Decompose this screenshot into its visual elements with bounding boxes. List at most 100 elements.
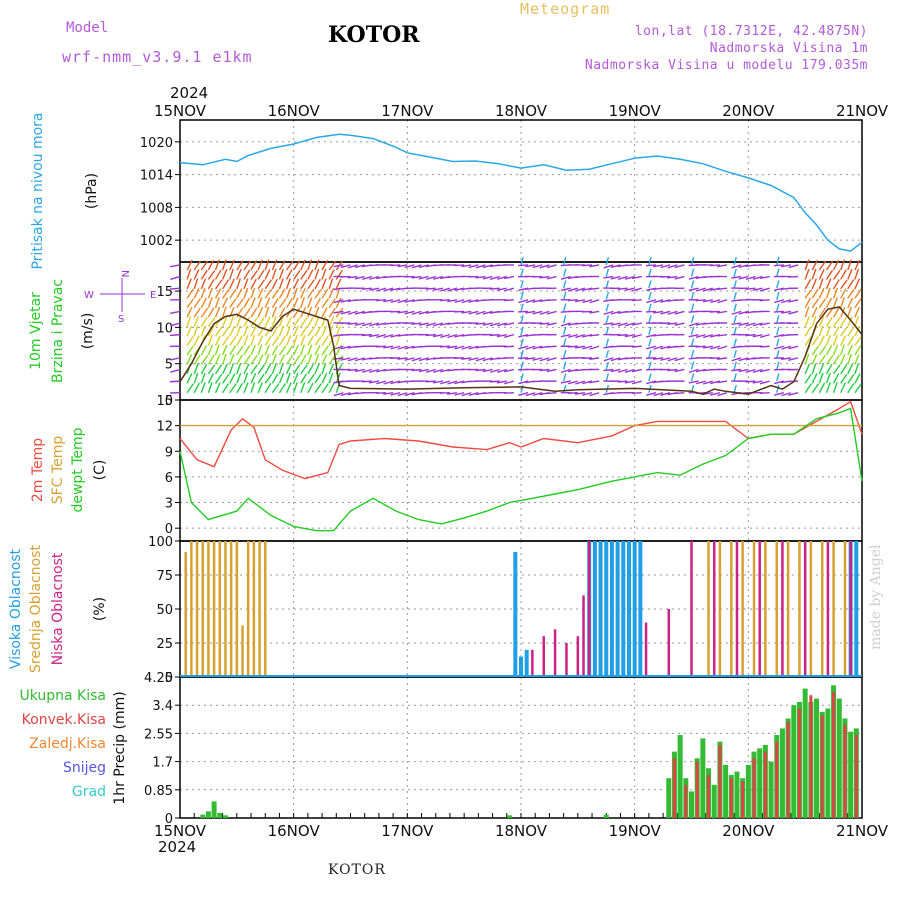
wind-vector <box>497 368 507 373</box>
wind-vector <box>243 316 250 327</box>
wind-vector <box>207 326 215 337</box>
wind-vector <box>328 269 335 280</box>
wind-vector <box>811 306 818 318</box>
wind-vector <box>390 287 401 292</box>
wind-vector <box>575 333 586 339</box>
wind-vector <box>482 275 493 280</box>
wind-vector <box>307 353 313 365</box>
wind-vector <box>667 368 678 372</box>
wind-vector <box>610 357 621 362</box>
wind-vector <box>229 325 236 337</box>
wind-vector <box>759 287 770 292</box>
wind-vector <box>489 287 500 290</box>
model-value: wrf-nmm_v3.9.1 e1km <box>62 48 253 66</box>
wind-vector <box>847 353 852 365</box>
wind-vector <box>271 383 280 394</box>
y-tick-label: 1020 <box>140 136 173 151</box>
wind-vector <box>361 368 373 373</box>
wind-vector <box>788 392 799 397</box>
wind-vector <box>404 345 415 350</box>
wind-vector <box>603 310 614 315</box>
wind-vector <box>250 278 257 290</box>
wind-vector <box>539 368 550 372</box>
x-tick-label-top: 19NOV <box>609 102 662 120</box>
wind-vector <box>738 264 749 269</box>
precip-legend-item: Grad <box>72 784 106 800</box>
wind-vector <box>496 287 507 291</box>
wind-vector <box>759 333 770 339</box>
wind-vector <box>300 269 308 280</box>
y-tick-label: 15 <box>156 394 173 409</box>
wind-vector <box>354 357 365 362</box>
wind-vector <box>774 345 785 350</box>
precip-bar <box>672 758 676 818</box>
wind-vector <box>321 383 329 394</box>
wind-vector <box>250 382 256 393</box>
wind-vector <box>496 333 507 338</box>
wind-vector <box>759 380 770 385</box>
wind-vector <box>738 357 749 362</box>
wind-vector <box>582 310 593 313</box>
cloud-bar <box>832 541 835 677</box>
wind-vector <box>653 345 664 350</box>
wind-vector <box>525 310 536 314</box>
precip-bar <box>802 688 808 818</box>
wind-vector <box>461 392 472 397</box>
wind-vector <box>214 344 220 356</box>
wind-vector <box>575 287 586 292</box>
wind-vector <box>300 344 306 356</box>
wind-vector <box>489 275 500 281</box>
wind-vector <box>605 257 610 266</box>
wind-vector <box>278 288 286 299</box>
wind-vector <box>447 333 458 339</box>
wind-vector <box>328 260 337 271</box>
wind-vector <box>186 383 194 394</box>
wind-vector <box>321 363 327 375</box>
wind-vector <box>610 264 621 269</box>
wind-vector <box>717 357 728 360</box>
meteogram-label: Meteogram <box>520 0 611 18</box>
wind-vector <box>854 288 862 299</box>
wind-vector <box>285 316 293 327</box>
wind-vector <box>193 354 201 365</box>
wind-vector <box>314 383 322 394</box>
wind-vector <box>257 317 265 328</box>
wind-vector <box>335 287 341 299</box>
wind-vector <box>454 310 465 313</box>
wind-vector <box>271 306 277 318</box>
wind-vector <box>617 368 628 373</box>
wind-vector <box>193 278 199 290</box>
wind-vector <box>229 268 234 280</box>
wind-vector <box>271 353 277 365</box>
wind-vector <box>335 316 343 328</box>
wind-vector <box>738 310 749 315</box>
wind-vector <box>376 380 387 385</box>
wind-vector <box>674 310 685 315</box>
wind-vector <box>418 275 429 280</box>
wind-vector <box>200 287 206 299</box>
wind-vector <box>200 325 206 337</box>
wind-vector <box>411 322 422 325</box>
wind-vector <box>433 322 444 327</box>
wind-vector <box>603 368 614 372</box>
wind-vector <box>804 306 810 318</box>
wind-vector <box>847 297 854 309</box>
wind-vector <box>250 325 257 337</box>
wind-vector <box>503 368 515 373</box>
wind-vector <box>447 299 458 303</box>
wind-vector <box>461 345 472 350</box>
wind-vector <box>717 287 728 290</box>
wind-vector <box>376 368 387 373</box>
wind-vector <box>574 299 586 303</box>
wind-vector <box>439 299 451 302</box>
precip-bar <box>763 751 767 818</box>
wind-vector <box>271 345 279 356</box>
wind-vector <box>752 333 763 338</box>
wind-vector <box>562 303 567 312</box>
wind-vector <box>250 344 256 356</box>
wind-vector <box>560 287 571 291</box>
ylabel-wind: 10m Vjetar <box>28 292 44 370</box>
wind-vector <box>229 353 235 365</box>
wind-vector <box>404 357 415 361</box>
wind-vector <box>193 372 199 384</box>
